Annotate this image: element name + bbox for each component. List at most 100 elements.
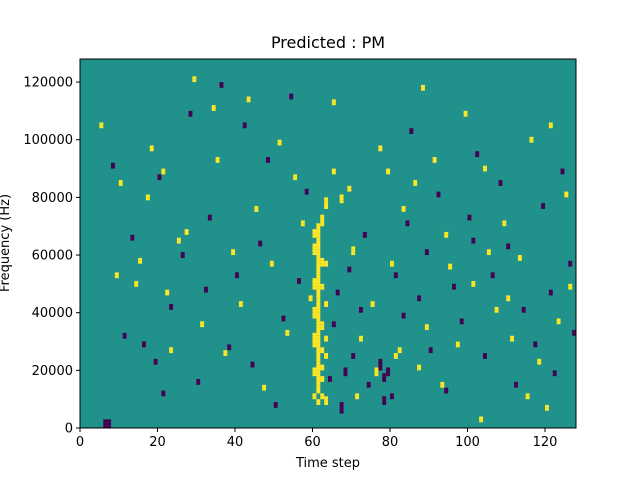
heatmap-cell-low (273, 404, 278, 408)
heatmap-cell-low (405, 223, 410, 227)
heatmap-cell-low (382, 376, 387, 380)
heatmap-cell-high (471, 280, 476, 284)
heatmap-cell-high (316, 347, 321, 351)
heatmap-cell-high (316, 318, 321, 322)
heatmap-cell-high (324, 338, 329, 342)
heatmap-cell-low (347, 266, 352, 270)
heatmap-cell-high (254, 208, 259, 212)
heatmap-cell-low (498, 182, 503, 186)
heatmap-cell-low (533, 341, 538, 345)
heatmap-cell-high (448, 263, 453, 267)
heatmap-cell-high (285, 329, 290, 333)
heatmap-cell-high (393, 355, 398, 359)
heatmap-cell-low (417, 295, 422, 299)
heatmap-cell-low (514, 381, 518, 385)
heatmap-cell-low (204, 289, 208, 293)
heatmap-cell-low (366, 384, 371, 388)
heatmap-cell-low (343, 370, 348, 374)
heatmap-cell-high (386, 171, 391, 175)
heatmap-cell-low (459, 321, 464, 325)
heatmap-cell-high (316, 283, 321, 287)
heatmap-cell-high (316, 358, 321, 362)
heatmap-cell-high (486, 252, 491, 256)
heatmap-cell-high (320, 260, 325, 264)
y-tick-label: 60000 (32, 249, 73, 264)
heatmap-cell-high (320, 223, 325, 227)
heatmap-cell-high (211, 108, 216, 111)
heatmap-cell-low (289, 93, 294, 97)
heatmap-cell-high (231, 252, 236, 256)
heatmap-cell-high (324, 263, 329, 267)
heatmap-cell-high (316, 338, 321, 342)
heatmap-cell-high (246, 99, 251, 103)
heatmap-cell-low (452, 283, 456, 287)
heatmap-cell-low (258, 243, 263, 247)
heatmap-cell-high (320, 324, 325, 328)
heatmap-cell-high (285, 332, 290, 336)
heatmap-cell-high (312, 249, 317, 253)
heatmap-cell-high (448, 266, 453, 270)
heatmap-cell-high (184, 229, 189, 233)
heatmap-cell-low (107, 419, 112, 423)
heatmap-cell-high (134, 280, 139, 284)
heatmap-cell-high (529, 136, 534, 140)
heatmap-cell-high (312, 252, 317, 256)
x-tick-label: 40 (227, 435, 244, 450)
heatmap-cell-high (293, 177, 298, 181)
x-tick-label: 100 (455, 435, 480, 450)
heatmap-cell-high (413, 180, 418, 184)
heatmap-cell-high (320, 263, 325, 267)
heatmap-cell-low (219, 82, 224, 85)
y-tick-label: 0 (65, 422, 73, 437)
heatmap-cell-high (316, 223, 321, 227)
heatmap-cell-high (316, 298, 321, 302)
heatmap-cell-high (316, 321, 321, 325)
heatmap-cell-low (103, 422, 108, 426)
heatmap-cell-high (316, 355, 321, 359)
heatmap-cell-low (366, 381, 371, 385)
heatmap-cell-low (483, 355, 487, 359)
heatmap-cell-low (378, 364, 383, 368)
heatmap-cell-high (424, 324, 429, 328)
heatmap-cell-high (165, 289, 170, 293)
heatmap-cell-high (312, 335, 317, 339)
x-tick-label: 80 (382, 435, 399, 450)
heatmap-cell-high (316, 335, 321, 339)
heatmap-cell-low (452, 286, 456, 290)
heatmap-cell-low (393, 272, 398, 276)
heatmap-cell-high (331, 99, 336, 103)
heatmap-cell-low (428, 347, 433, 351)
heatmap-cells (99, 76, 577, 429)
heatmap-cell-high (316, 329, 321, 333)
heatmap-cell-high (312, 234, 317, 238)
heatmap-cell-high (161, 168, 166, 172)
heatmap-cell-high (176, 237, 181, 241)
heatmap-background (80, 59, 576, 428)
heatmap-cell-high (316, 312, 321, 316)
heatmap-cell-high (277, 142, 282, 146)
heatmap-cell-high (568, 286, 573, 290)
heatmap-cell-high (300, 223, 305, 227)
heatmap-cell-high (502, 223, 507, 227)
heatmap-cell-low (359, 306, 363, 310)
heatmap-cell-low (490, 275, 495, 279)
heatmap-cell-high (211, 105, 216, 109)
heatmap-cell-high (324, 353, 329, 356)
heatmap-cell-low (409, 128, 414, 132)
y-axis-label: Frequency (Hz) (0, 194, 13, 292)
heatmap-cell-high (312, 341, 317, 345)
heatmap-cell-high (316, 381, 321, 385)
heatmap-cell-high (316, 266, 321, 270)
y-tick-label: 100000 (23, 133, 73, 148)
heatmap-cell-high (525, 396, 530, 400)
heatmap-cell-low (541, 206, 546, 209)
heatmap-cell-high (316, 361, 321, 365)
heatmap-cell-low (378, 361, 383, 365)
heatmap-cell-high (417, 364, 422, 368)
heatmap-cell-high (331, 171, 336, 175)
heatmap-cell-low (161, 393, 166, 397)
y-tick-label: 40000 (32, 306, 73, 321)
heatmap-cell-low (382, 396, 387, 400)
heatmap-cell-high (316, 234, 321, 238)
